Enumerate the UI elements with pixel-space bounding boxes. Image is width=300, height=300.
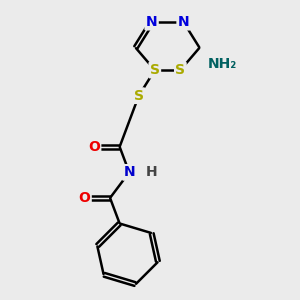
Text: O: O [88,140,100,154]
Text: H: H [146,165,158,179]
Text: O: O [79,191,90,205]
Text: NH₂: NH₂ [207,57,236,71]
Text: N: N [146,15,158,29]
Text: N: N [123,165,135,179]
Text: S: S [134,89,144,103]
Text: N: N [178,15,189,29]
Text: S: S [150,63,160,77]
Text: S: S [176,63,185,77]
